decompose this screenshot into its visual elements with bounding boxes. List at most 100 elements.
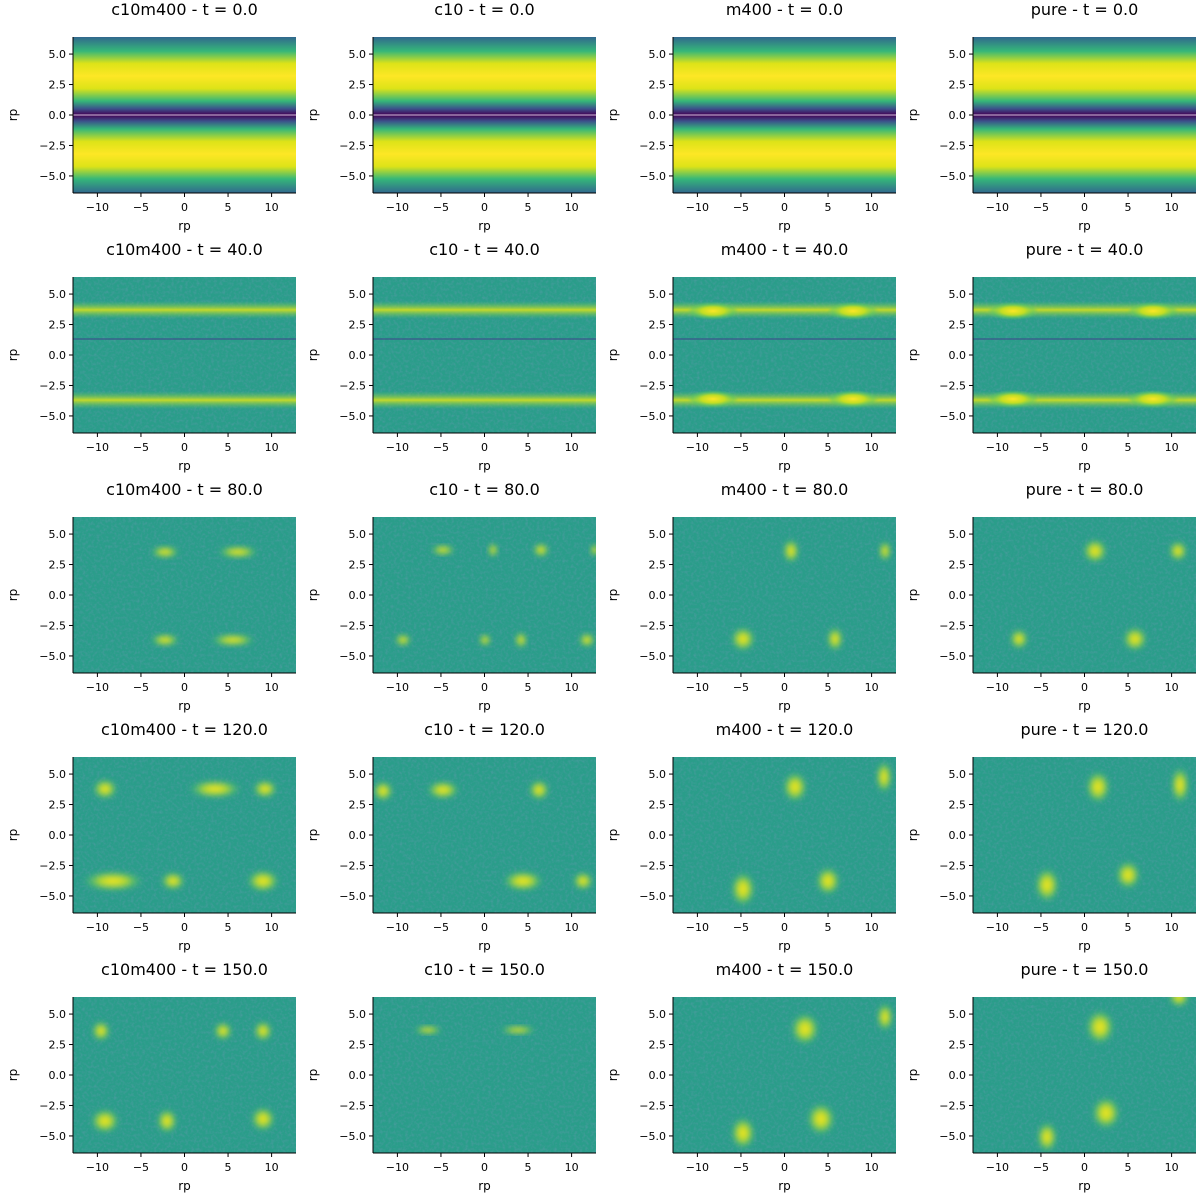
y-tick-label: −5.0	[39, 890, 66, 903]
heatmap-field	[973, 757, 1196, 913]
heatmap-field	[673, 37, 896, 193]
y-tick-label: 0.0	[949, 829, 967, 842]
x-tick-label: 5	[525, 1161, 532, 1174]
y-tick-label: 5.0	[349, 768, 367, 781]
x-tick-label: −5	[133, 201, 149, 214]
y-tick-label: −5.0	[639, 410, 666, 423]
y-tick-label: 0.0	[649, 349, 667, 362]
heatmap-field	[373, 997, 596, 1153]
x-tick-label: 10	[565, 201, 579, 214]
x-tick-label: 5	[225, 1161, 232, 1174]
panel-title: c10 - t = 0.0	[434, 0, 534, 19]
x-axis-label: rp	[178, 939, 191, 953]
y-tick-label: 0.0	[49, 829, 67, 842]
y-tick-label: −5.0	[339, 170, 366, 183]
y-tick-label: 2.5	[349, 559, 367, 572]
heatmap-blob	[1035, 868, 1059, 902]
y-tick-label: −2.5	[639, 859, 666, 872]
x-axis-label: rp	[178, 699, 191, 713]
y-tick-label: 5.0	[349, 48, 367, 61]
x-tick-label: −5	[133, 921, 149, 934]
heatmap-blob	[827, 302, 879, 320]
heatmap-texture	[973, 757, 1196, 913]
x-tick-label: 10	[565, 1161, 579, 1174]
heatmap-blob	[791, 1013, 819, 1045]
y-tick-label: 2.5	[949, 559, 967, 572]
y-tick-label: 5.0	[649, 288, 667, 301]
y-tick-label: −2.5	[339, 379, 366, 392]
x-tick-label: 5	[225, 681, 232, 694]
x-tick-label: −10	[86, 681, 109, 694]
panel-title: pure - t = 120.0	[1021, 720, 1149, 739]
y-tick-label: 0.0	[649, 109, 667, 122]
y-tick-label: 2.5	[949, 1039, 967, 1052]
y-tick-label: 2.5	[49, 79, 67, 92]
panel-title: pure - t = 150.0	[1021, 960, 1149, 979]
x-tick-label: 10	[565, 441, 579, 454]
x-tick-label: 0	[1081, 1161, 1088, 1174]
x-tick-label: 0	[481, 441, 488, 454]
heatmap-blob	[161, 872, 185, 890]
x-tick-label: 0	[181, 681, 188, 694]
x-tick-label: −5	[1033, 681, 1049, 694]
y-tick-label: −2.5	[639, 619, 666, 632]
x-tick-label: 5	[825, 201, 832, 214]
x-tick-label: −10	[86, 921, 109, 934]
heatmap-field	[373, 517, 596, 673]
y-tick-label: −2.5	[639, 139, 666, 152]
x-tick-label: −10	[986, 1161, 1009, 1174]
heatmap-blob	[687, 302, 739, 320]
x-tick-label: −10	[386, 681, 409, 694]
y-axis-label: rp	[606, 349, 620, 362]
y-tick-label: 2.5	[649, 799, 667, 812]
y-tick-label: 5.0	[49, 288, 67, 301]
heatmap-panel: c10m400 - t = 150.0 −10 −5 0 5 10 5.0 2.5 0.0 −2.…	[6, 960, 296, 1193]
panel-title: c10m400 - t = 80.0	[106, 480, 263, 499]
y-tick-label: −2.5	[339, 139, 366, 152]
x-tick-label: −10	[986, 921, 1009, 934]
y-tick-label: 5.0	[349, 1008, 367, 1021]
x-tick-label: −5	[133, 1161, 149, 1174]
heatmap-panel: c10m400 - t = 80.0 −10 −5 0 5 10 5.0 2.5 0.0 −2.5…	[6, 480, 296, 713]
x-tick-label: 0	[781, 681, 788, 694]
y-tick-label: 0.0	[49, 109, 67, 122]
x-tick-label: −10	[386, 441, 409, 454]
heatmap-blob	[1169, 997, 1189, 1007]
x-tick-label: 10	[265, 921, 279, 934]
x-tick-label: −10	[686, 921, 709, 934]
x-tick-label: 10	[865, 441, 879, 454]
x-axis-label: rp	[478, 699, 491, 713]
heatmap-blob	[807, 1103, 835, 1135]
panel-title: c10 - t = 120.0	[424, 720, 545, 739]
heatmap-blob	[414, 1026, 442, 1034]
x-tick-label: 0	[181, 921, 188, 934]
heatmap-blob	[218, 546, 258, 558]
x-tick-label: 10	[265, 441, 279, 454]
x-tick-label: 0	[781, 921, 788, 934]
panel-title: c10 - t = 80.0	[429, 480, 540, 499]
x-tick-label: 0	[181, 441, 188, 454]
x-tick-label: 5	[825, 681, 832, 694]
y-tick-label: −5.0	[639, 1130, 666, 1143]
y-tick-label: 5.0	[349, 288, 367, 301]
x-tick-label: 5	[1125, 441, 1132, 454]
x-tick-label: 5	[825, 921, 832, 934]
heatmap-texture	[973, 277, 1196, 433]
panel-title: pure - t = 0.0	[1031, 0, 1139, 19]
heatmap-texture	[373, 517, 596, 673]
y-axis-label: rp	[306, 589, 320, 602]
heatmap-stripe	[373, 391, 596, 410]
heatmap-blob	[1169, 541, 1187, 561]
x-axis-label: rp	[1078, 699, 1091, 713]
x-tick-label: 0	[781, 1161, 788, 1174]
heatmap-field	[673, 517, 896, 673]
y-tick-label: 5.0	[649, 768, 667, 781]
y-tick-label: −5.0	[939, 890, 966, 903]
y-tick-label: 0.0	[349, 109, 367, 122]
heatmap-panel: c10 - t = 80.0 −10 −5 0 5 10 5.0 2.5 0.0 −2.5 −5.0…	[306, 480, 596, 713]
y-tick-label: 2.5	[49, 319, 67, 332]
x-tick-label: −10	[86, 1161, 109, 1174]
y-tick-label: 2.5	[349, 1039, 367, 1052]
heatmap-blob	[251, 1107, 275, 1131]
